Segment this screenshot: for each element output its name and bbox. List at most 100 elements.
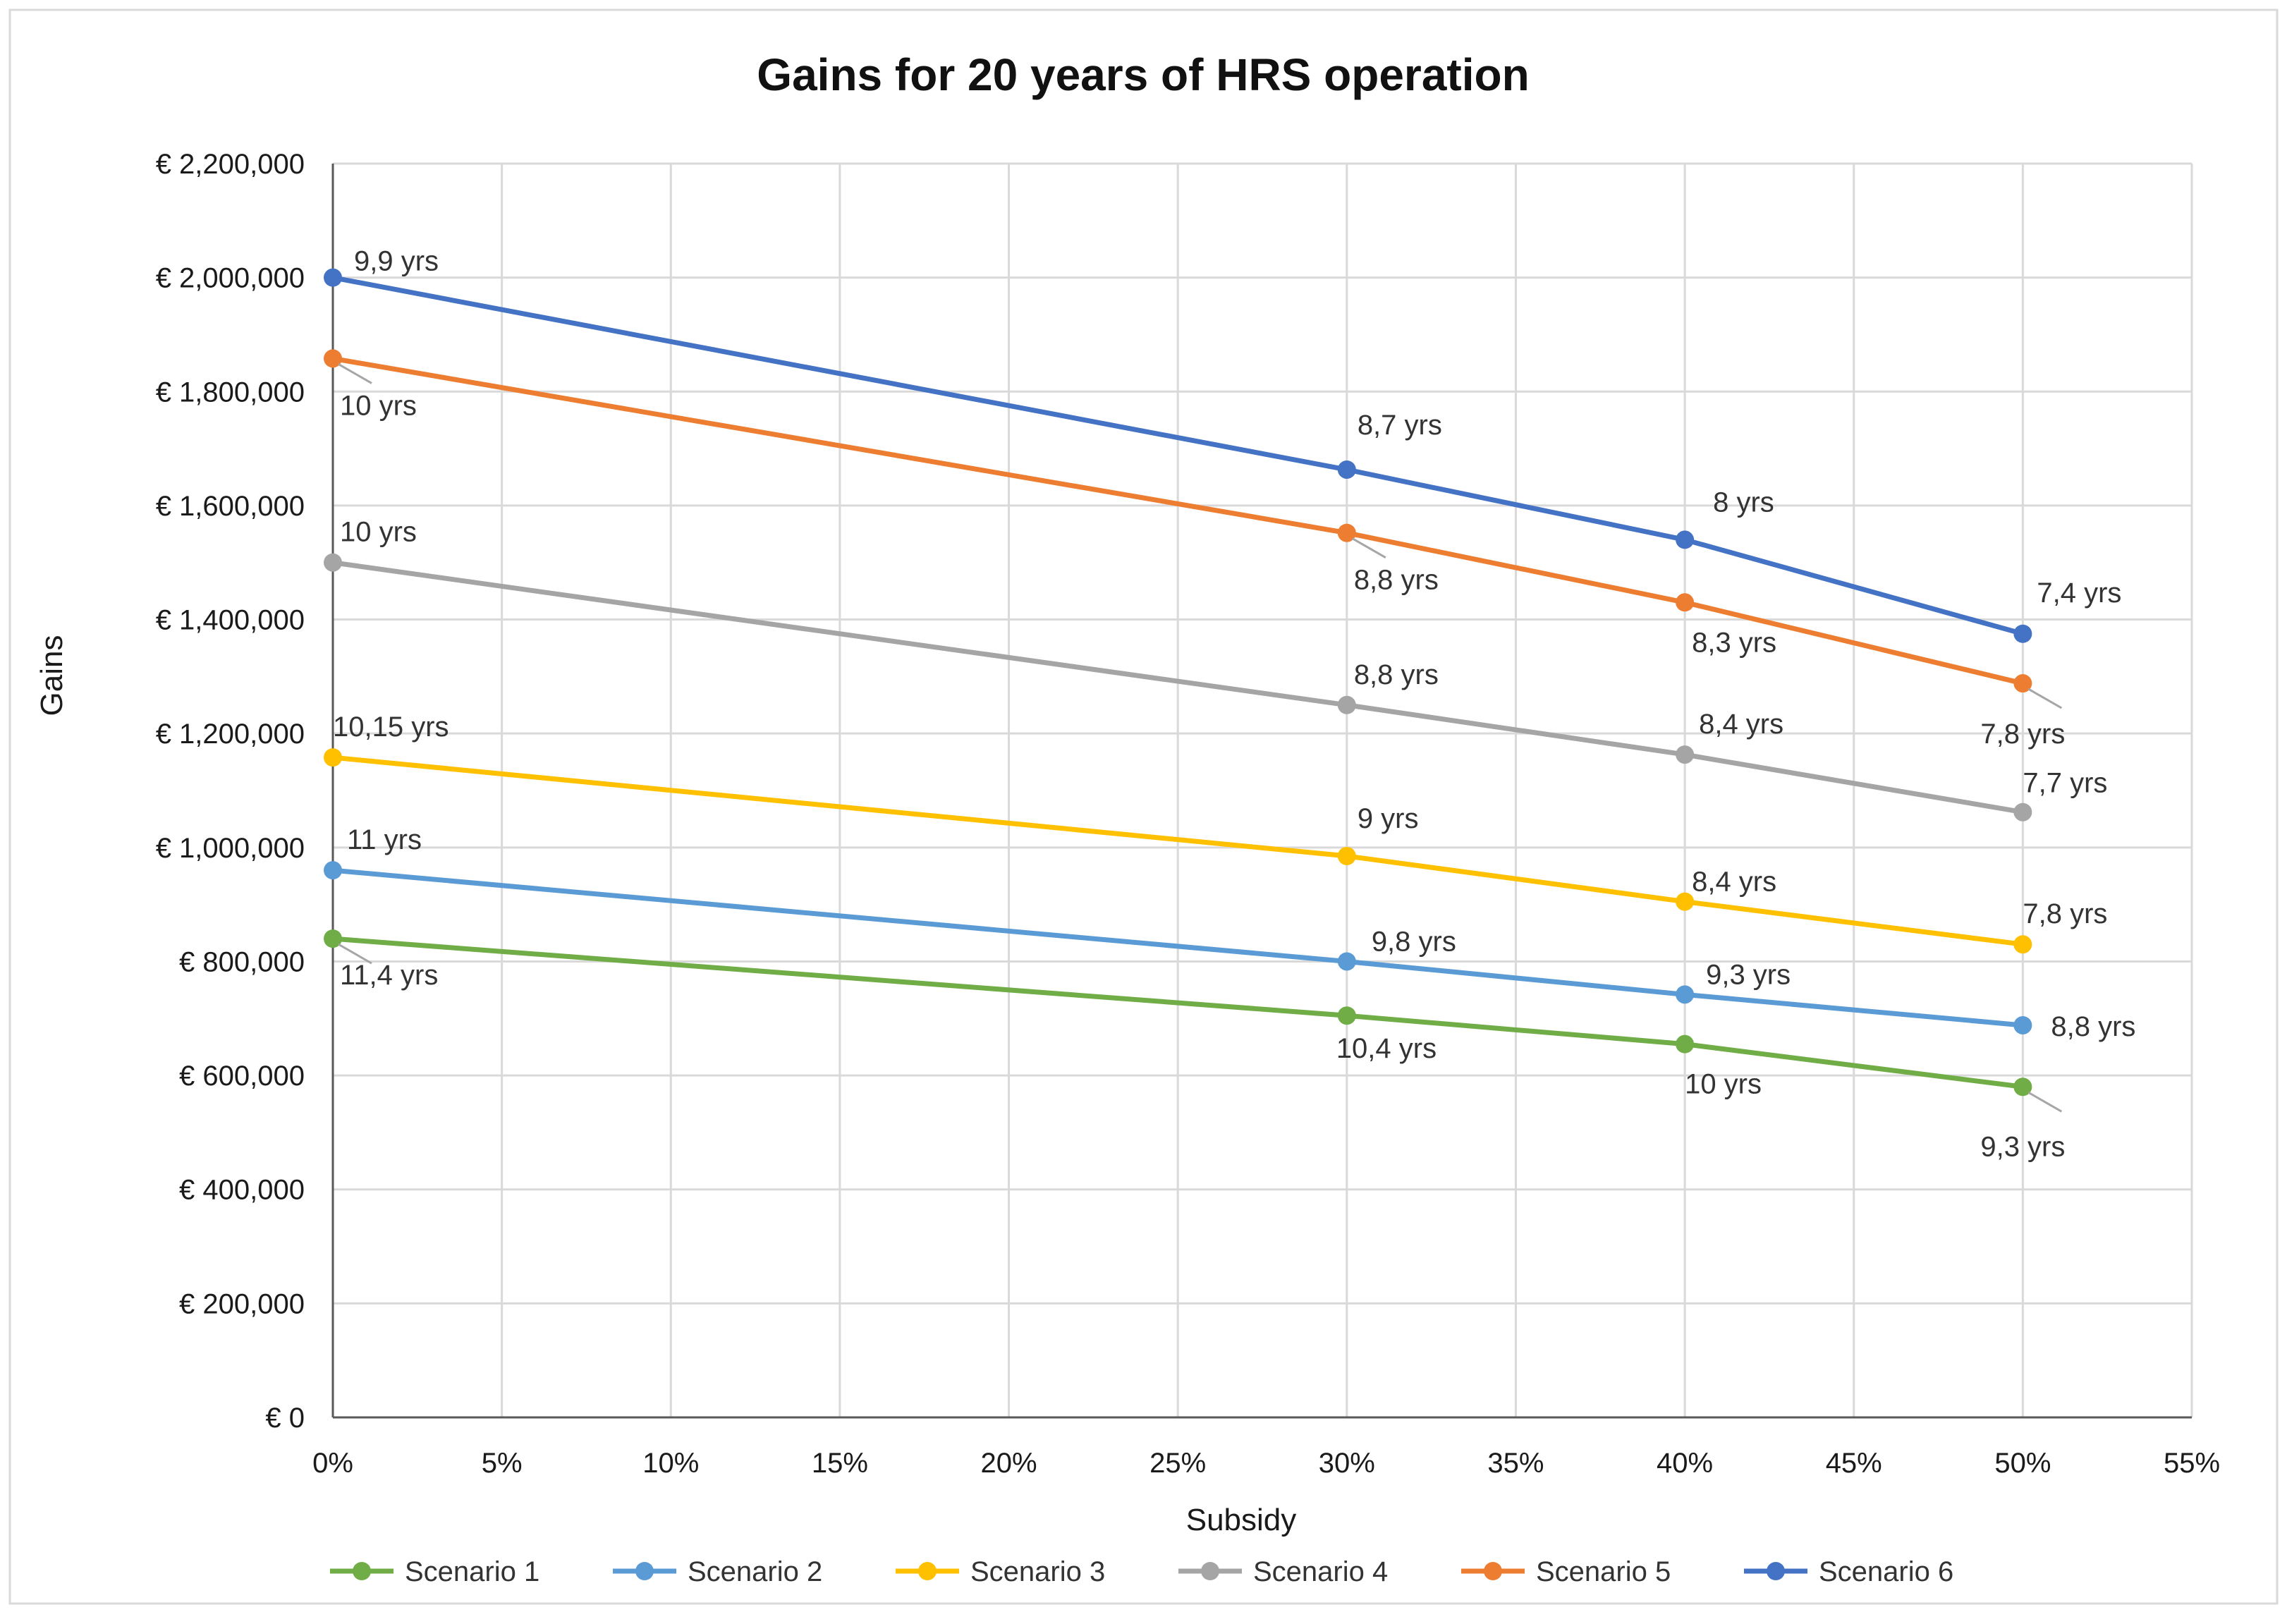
y-tick-label: € 0 [265,1403,305,1434]
data-label: 9,8 yrs [1372,926,1456,957]
data-point [1676,985,1695,1004]
label-leader-line [1352,537,1386,559]
data-label: 8 yrs [1713,487,1774,518]
axes: € 0 € 200,000 € 400,000 € 600,000 € 800,000 €… [156,149,2220,1479]
y-axis-title: Gains [35,635,69,716]
series-line-4 [330,560,2025,815]
y-tick-label: € 400,000 [179,1175,305,1206]
data-label: 10,4 yrs [1336,1033,1437,1064]
data-point [1337,846,1356,865]
data-point [1337,523,1356,542]
chart-border [8,8,2279,1605]
data-point [324,861,342,880]
x-tick-label: 20% [981,1448,1037,1479]
data-label: 7,7 yrs [2023,768,2107,799]
label-leader-line [338,943,372,965]
data-label: 9,9 yrs [354,246,439,277]
data-label: 10,15 yrs [333,712,449,743]
data-point [2013,1015,2032,1034]
y-tick-label: € 1,400,000 [156,605,305,636]
y-tick-label: € 800,000 [179,946,305,977]
x-tick-label: 10% [642,1448,699,1479]
data-label: 8,7 yrs [1358,410,1442,441]
data-point [324,349,342,368]
data-label: 11,4 yrs [340,960,438,991]
series-line-2 [330,867,2025,1028]
data-label: 9,3 yrs [1980,1131,2065,1162]
data-point [1337,460,1356,479]
label-leader-line [338,363,372,384]
series [324,268,2032,1097]
legend-entry: Scenario 6 [1819,1556,1953,1587]
legend-swatch-marker [635,1562,654,1580]
legend-entry: Scenario 5 [1536,1556,1671,1587]
data-point [2013,624,2032,643]
x-tick-label: 50% [1994,1448,2051,1479]
data-label: 9,3 yrs [1706,959,1791,990]
data-label: 7,8 yrs [1980,719,2065,750]
x-axis-title: Subsidy [1186,1503,1297,1537]
legend-entry: Scenario 4 [1253,1556,1388,1587]
data-label: 10 yrs [340,390,417,421]
data-label: 9 yrs [1358,803,1419,834]
y-tick-label: € 600,000 [179,1061,305,1092]
x-tick-label: 55% [2164,1448,2220,1479]
data-label: 8,8 yrs [1354,565,1439,596]
x-tick-label: 35% [1487,1448,1544,1479]
data-label: 7,8 yrs [2023,898,2107,929]
series-line-3 [330,755,2025,947]
legend-entry: Scenario 2 [688,1556,822,1587]
x-tick-label: 25% [1149,1448,1206,1479]
data-point [1337,1006,1356,1025]
x-tick-label: 15% [812,1448,868,1479]
data-point [2013,674,2032,693]
label-leader-line [2027,688,2063,709]
data-label: 10 yrs [340,517,417,548]
legend-swatch-marker [1767,1562,1785,1580]
data-point [1337,952,1356,971]
data-label: 10 yrs [1685,1069,1762,1100]
series-line-6 [330,275,2025,637]
data-label: 11 yrs [347,824,422,855]
y-tick-label: € 1,600,000 [156,491,305,522]
y-tick-label: € 1,800,000 [156,377,305,408]
data-point [1676,1034,1695,1054]
chart-title: Gains for 20 years of HRS operation [757,49,1529,100]
data-point [324,268,342,287]
data-point [1676,892,1695,911]
series-line-5 [330,355,2025,686]
series-line-1 [330,936,2025,1089]
data-label: 8,8 yrs [2051,1011,2135,1042]
y-tick-label: € 2,000,000 [156,263,305,294]
data-point [2013,1077,2032,1097]
y-tick-label: € 1,200,000 [156,719,305,750]
data-label: 8,4 yrs [1699,709,1783,740]
data-point [1676,530,1695,549]
x-tick-label: 5% [482,1448,523,1479]
x-tick-label: 45% [1826,1448,1882,1479]
data-labels: 11,4 yrs 10,4 yrs 10 yrs 9,3 yrs 11 yrs 9,8 y… [333,246,2135,1163]
legend-swatch-marker [1201,1562,1219,1580]
legend-entry: Scenario 1 [405,1556,539,1587]
legend: Scenario 1 Scenario 2 Scenario 3 Scenario 4… [330,1556,1953,1587]
data-point [1676,593,1695,612]
data-label: 8,8 yrs [1354,659,1439,690]
data-label: 8,3 yrs [1692,627,1776,658]
y-tick-label: € 200,000 [179,1288,305,1319]
legend-entry: Scenario 3 [970,1556,1105,1587]
label-leader-line [2027,1091,2063,1113]
legend-swatch-marker [353,1562,371,1580]
data-point [1337,695,1356,714]
data-label: 8,4 yrs [1692,867,1776,898]
y-tick-label: € 2,200,000 [156,149,305,180]
x-tick-label: 30% [1319,1448,1375,1479]
data-point [324,748,342,767]
data-point [324,553,342,572]
y-tick-label: € 1,000,000 [156,833,305,864]
data-point [1676,745,1695,764]
x-tick-label: 40% [1657,1448,1713,1479]
x-tick-label: 0% [312,1448,353,1479]
legend-swatch-marker [918,1562,937,1580]
